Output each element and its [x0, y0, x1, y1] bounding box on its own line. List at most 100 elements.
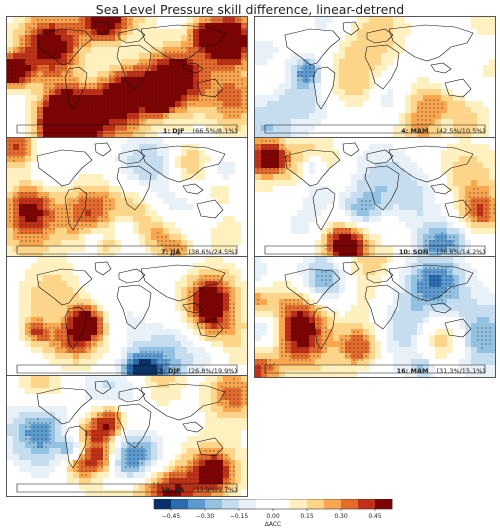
- field-cell: [145, 59, 152, 66]
- significance-dot: [185, 103, 187, 105]
- significance-dot: [425, 240, 427, 242]
- field-cell: [429, 29, 436, 36]
- field-cell: [471, 35, 478, 42]
- significance-dot: [61, 119, 63, 121]
- coastline: [64, 187, 88, 231]
- map-panel-10: 10: SON (36.8%/14.2%): [254, 137, 496, 259]
- significance-dot: [113, 39, 115, 41]
- significance-dot: [49, 59, 51, 61]
- field-cell: [73, 59, 80, 66]
- significance-dot: [33, 224, 35, 226]
- field-cell: [453, 150, 460, 157]
- significance-dot: [41, 71, 43, 73]
- field-cell: [187, 198, 194, 205]
- field-cell: [279, 174, 286, 181]
- field-cell: [235, 71, 242, 78]
- significance-dot: [429, 99, 431, 101]
- field-cell: [417, 113, 424, 120]
- field-cell: [423, 240, 430, 247]
- significance-dot: [165, 115, 167, 117]
- significance-dot: [161, 240, 163, 242]
- field-cell: [309, 131, 316, 137]
- significance-dot: [157, 59, 159, 61]
- field-cell: [483, 113, 490, 120]
- coastline: [182, 183, 204, 195]
- significance-dot: [221, 43, 223, 45]
- significance-dot: [469, 196, 471, 198]
- significance-dot: [277, 152, 279, 154]
- field-cell: [255, 174, 262, 181]
- field-cell: [133, 186, 140, 193]
- field-cell: [127, 186, 134, 193]
- significance-dot: [93, 31, 95, 33]
- significance-dot: [145, 95, 147, 97]
- significance-dot: [69, 87, 71, 89]
- significance-dot: [21, 208, 23, 210]
- field-cell: [7, 186, 14, 193]
- significance-dot: [189, 67, 191, 69]
- significance-dot: [201, 43, 203, 45]
- field-cell: [489, 29, 495, 36]
- field-cell: [453, 246, 460, 253]
- significance-dot: [437, 236, 439, 238]
- field-cell: [483, 59, 490, 66]
- significance-dot: [89, 123, 91, 125]
- significance-dot: [73, 31, 75, 33]
- field-cell: [205, 23, 212, 30]
- field-cell: [133, 17, 140, 24]
- field-cell: [279, 252, 286, 258]
- field-cell: [459, 180, 466, 187]
- field-cell: [13, 131, 20, 137]
- significance-dot: [29, 27, 31, 29]
- field-cell: [151, 186, 158, 193]
- field-cell: [223, 113, 230, 120]
- field-cell: [91, 95, 98, 102]
- significance-dot: [289, 156, 291, 158]
- field-cell: [267, 192, 274, 199]
- significance-dot: [53, 43, 55, 45]
- significance-dot: [109, 127, 111, 129]
- significance-dot: [65, 119, 67, 121]
- field-cell: [471, 47, 478, 54]
- field-cell: [429, 150, 436, 157]
- significance-dot: [205, 35, 207, 37]
- field-cell: [429, 17, 436, 24]
- field-cell: [441, 168, 448, 175]
- field-cell: [321, 180, 328, 187]
- significance-dot: [201, 79, 203, 81]
- significance-dot: [217, 27, 219, 29]
- field-cell: [133, 168, 140, 175]
- field-cell: [363, 144, 370, 151]
- field-cell: [315, 53, 322, 60]
- field-cell: [79, 204, 86, 211]
- field-cell: [151, 246, 158, 253]
- significance-dot: [77, 228, 79, 230]
- field-cell: [453, 41, 460, 48]
- field-cell: [175, 29, 182, 36]
- field-cell: [31, 59, 38, 66]
- field-cell: [267, 71, 274, 78]
- field-cell: [175, 168, 182, 175]
- field-cell: [471, 204, 478, 211]
- field-cell: [489, 240, 495, 247]
- field-cell: [133, 192, 140, 199]
- significance-dot: [161, 79, 163, 81]
- field-cell: [43, 192, 50, 199]
- significance-dot: [257, 152, 259, 154]
- field-cell: [205, 41, 212, 48]
- field-cell: [291, 156, 298, 163]
- field-cell: [229, 29, 236, 36]
- field-cell: [91, 107, 98, 114]
- field-cell: [297, 204, 304, 211]
- field-cell: [441, 234, 448, 241]
- field-cell: [447, 228, 454, 235]
- significance-dot: [161, 55, 163, 57]
- field-cell: [205, 29, 212, 36]
- field-cell: [145, 210, 152, 217]
- significance-dot: [49, 99, 51, 101]
- field-cell: [217, 186, 224, 193]
- significance-dot: [153, 59, 155, 61]
- field-cell: [273, 180, 280, 187]
- significance-dot: [33, 216, 35, 218]
- significance-dot: [45, 220, 47, 222]
